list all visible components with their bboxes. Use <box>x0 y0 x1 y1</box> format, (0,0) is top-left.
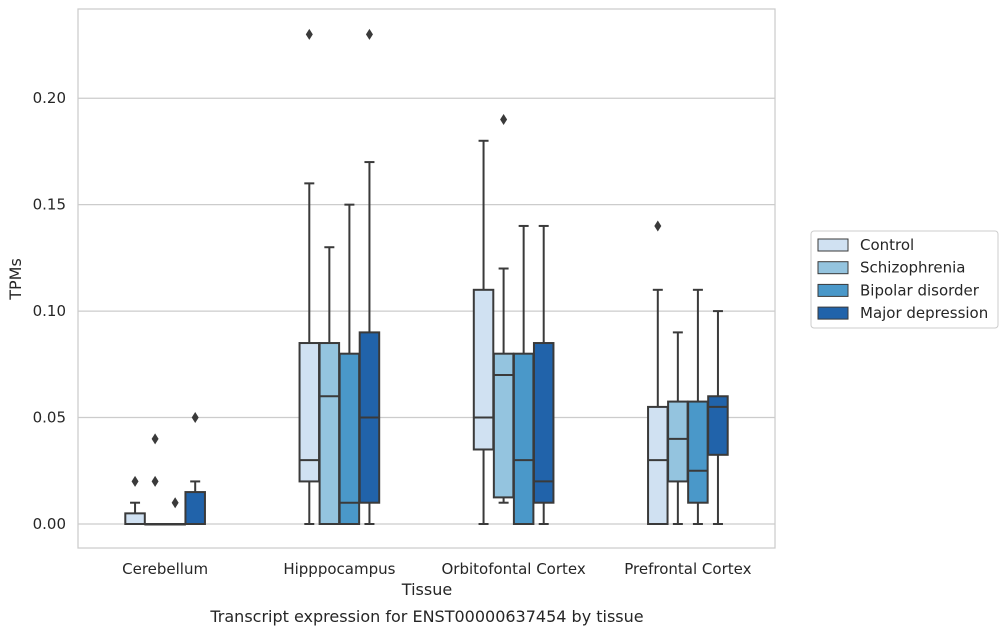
x-axis-ticks: Cerebellum Hipppocampus Orbitofontal Corte… <box>122 560 751 578</box>
box-body <box>687 400 709 504</box>
outlier-point <box>151 433 159 445</box>
y-tick-label: 0.15 <box>33 196 66 214</box>
box-schizophrenia <box>318 246 341 525</box>
y-axis-label: TPMs <box>6 258 25 301</box>
box-major-depression <box>707 310 729 525</box>
y-axis-ticks: 0.00 0.05 0.10 0.15 0.20 <box>33 89 66 533</box>
legend-swatch <box>817 283 849 297</box>
box-major-depression <box>184 412 206 526</box>
box-bipolar-disorder <box>512 224 535 525</box>
box-major-depression <box>358 28 381 525</box>
box-body <box>512 352 535 525</box>
box-body <box>667 400 689 483</box>
box-control <box>124 475 146 525</box>
legend: Control Schizophrenia Bipolar disorder Majo… <box>810 230 999 329</box>
legend-label: Control <box>860 236 914 254</box>
box-body <box>124 512 146 525</box>
box-body <box>338 352 361 525</box>
box-schizophrenia <box>144 433 166 526</box>
y-tick-label: 0.20 <box>33 89 66 107</box>
y-tick-label: 0.05 <box>33 409 66 427</box>
box-schizophrenia <box>492 113 515 504</box>
outlier-point <box>171 497 179 509</box>
x-tick-label: Prefrontal Cortex <box>624 560 751 578</box>
outlier-point <box>305 28 313 40</box>
plot-frame <box>77 8 776 549</box>
box-body <box>472 288 495 451</box>
box-control <box>472 139 495 525</box>
outlier-point <box>131 475 139 487</box>
legend-swatch <box>817 306 849 320</box>
legend-items: Control Schizophrenia Bipolar disorder Majo… <box>817 236 988 322</box>
outlier-point <box>500 113 508 125</box>
outlier-point <box>191 412 199 424</box>
box-body <box>184 491 206 526</box>
box-body <box>532 342 555 504</box>
box-schizophrenia <box>667 331 689 525</box>
box-body <box>707 395 729 456</box>
box-body <box>647 405 669 525</box>
legend-swatch <box>817 238 849 252</box>
legend-label: Major depression <box>860 304 988 322</box>
legend-frame <box>810 230 999 329</box>
box-bipolar-disorder <box>338 203 361 525</box>
legend-label: Schizophrenia <box>860 259 965 277</box>
outlier-point <box>654 220 662 232</box>
y-tick-label: 0.00 <box>33 515 66 533</box>
box-body <box>318 342 341 525</box>
box-control <box>647 220 669 525</box>
box-control <box>298 28 321 525</box>
legend-swatch <box>817 261 849 275</box>
legend-label: Bipolar disorder <box>860 281 980 299</box>
x-tick-label: Hipppocampus <box>283 560 395 578</box>
y-tick-label: 0.10 <box>33 302 66 320</box>
chart-caption: Transcript expression for ENST0000063745… <box>209 607 643 626</box>
box-bipolar-disorder <box>164 497 186 526</box>
outlier-point <box>365 28 373 40</box>
outlier-point <box>151 475 159 487</box>
box-major-depression <box>532 224 555 525</box>
x-tick-label: Orbitofontal Cortex <box>442 560 586 578</box>
box-plot-marks <box>124 28 729 526</box>
x-axis-label: Tissue <box>401 580 452 599</box>
box-bipolar-disorder <box>687 288 709 525</box>
x-tick-label: Cerebellum <box>122 560 208 578</box>
